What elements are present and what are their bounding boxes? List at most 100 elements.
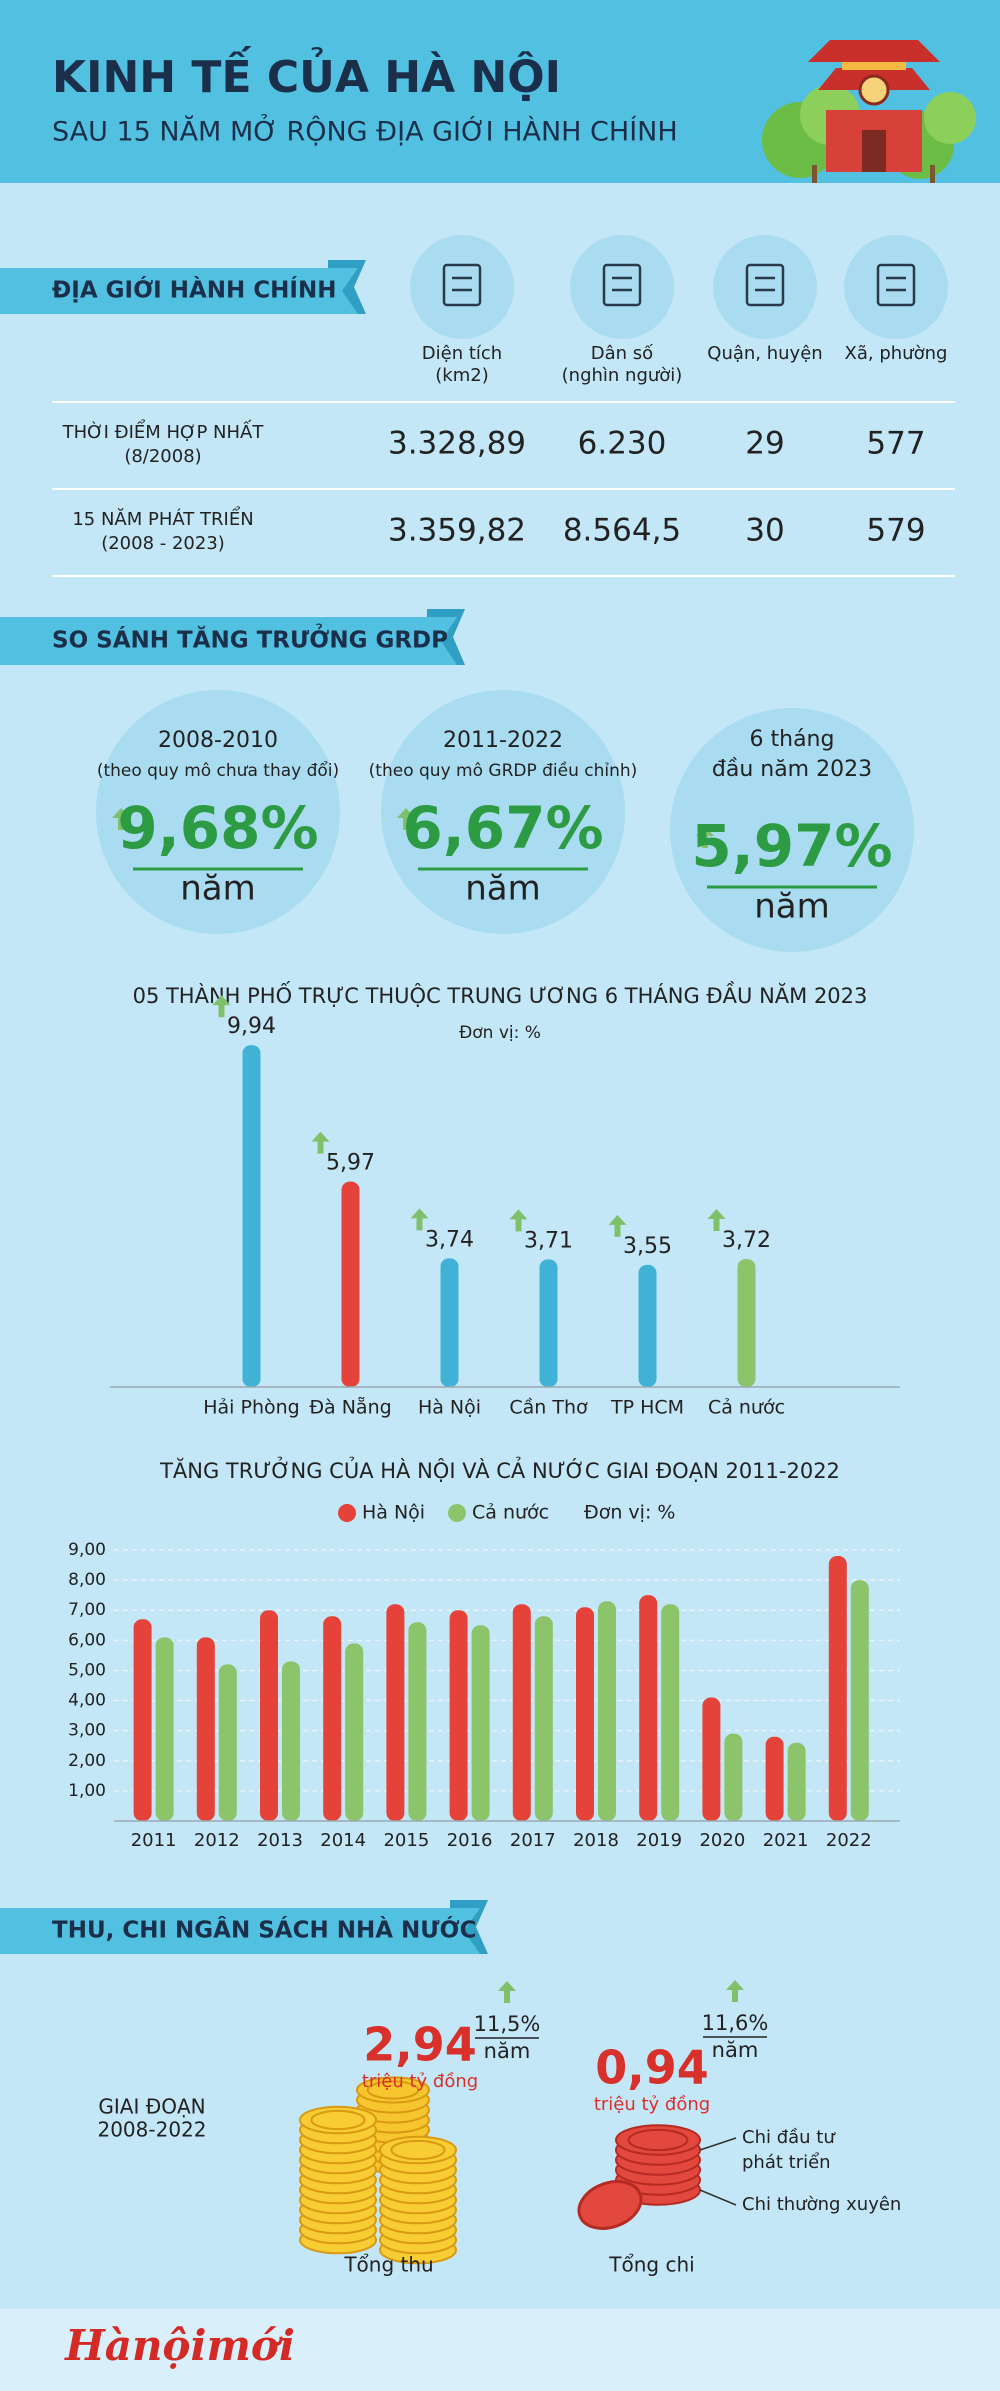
growth-circle — [381, 690, 625, 934]
growth-unit: năm — [465, 869, 541, 909]
y-tick-label: 7,00 — [68, 1600, 106, 1620]
table-cell: 577 — [866, 426, 925, 462]
bar — [598, 1601, 616, 1821]
icon-circle — [570, 235, 674, 339]
bar — [661, 1604, 680, 1821]
up-arrow — [726, 1980, 744, 2002]
bar — [850, 1580, 869, 1821]
value-label: 3,71 — [524, 1228, 573, 1253]
part-label: phát triển — [742, 2152, 831, 2173]
period-note: đầu năm 2023 — [712, 757, 872, 782]
icon-circle — [844, 235, 948, 339]
bar — [282, 1661, 300, 1821]
x-tick-label: Đà Nẵng — [309, 1396, 391, 1419]
bar — [196, 1637, 215, 1821]
growth-value: 6,67% — [402, 794, 603, 862]
y-tick-label: 9,00 — [68, 1540, 106, 1560]
bar — [386, 1604, 405, 1821]
up-arrow — [311, 1131, 330, 1154]
chart-subtitle: Đơn vị: % — [584, 1502, 675, 1524]
value-label: 9,94 — [227, 1014, 276, 1039]
up-arrow — [112, 808, 130, 830]
icon — [602, 263, 642, 307]
growth-unit: năm — [754, 887, 830, 927]
table-cell: 29 — [745, 426, 784, 462]
section-heading: ĐỊA GIỚI HÀNH CHÍNH — [52, 276, 336, 304]
growth-circle — [670, 708, 914, 952]
value-label: 3,72 — [722, 1228, 771, 1253]
amount: 2,94 — [363, 2018, 477, 2072]
x-tick-label: 2016 — [447, 1830, 493, 1851]
x-tick-label: TP HCM — [610, 1397, 684, 1419]
section-heading: SO SÁNH TĂNG TRƯỞNG GRDP — [52, 624, 448, 654]
table-cell: 579 — [866, 513, 925, 549]
growth: 11,6% — [702, 2011, 769, 2035]
bar — [512, 1604, 531, 1821]
bar — [133, 1619, 152, 1821]
period: GIAI ĐOẠN — [98, 2095, 205, 2119]
bar — [155, 1637, 174, 1821]
x-tick-label: Cần Thơ — [509, 1397, 588, 1419]
period: 2008-2022 — [97, 2118, 206, 2142]
part-label: Chi thường xuyên — [742, 2194, 901, 2215]
period: 6 tháng — [750, 727, 835, 752]
amount-unit: triệu tỷ đồng — [594, 2094, 710, 2115]
up-arrow — [498, 1981, 516, 2003]
y-tick-label: 3,00 — [68, 1721, 106, 1741]
row-label: THỜI ĐIỂM HỢP NHẤT — [62, 419, 265, 443]
column-label: Xã, phường — [845, 343, 948, 364]
y-tick-label: 1,00 — [68, 1781, 106, 1801]
growth-value: 9,68% — [117, 794, 318, 862]
footer-band — [0, 2309, 1000, 2391]
column-label: Dân số — [591, 343, 653, 364]
column-label: Quận, huyện — [707, 343, 822, 364]
period-note: (theo quy mô chưa thay đổi) — [97, 760, 339, 781]
column-label: Diện tích — [422, 343, 502, 364]
up-arrow — [397, 808, 415, 830]
icon — [745, 263, 785, 307]
amount: 0,94 — [595, 2041, 709, 2095]
y-tick-label: 4,00 — [68, 1691, 106, 1711]
bar — [724, 1733, 743, 1821]
row-label: (8/2008) — [124, 446, 201, 467]
bar — [440, 1258, 459, 1387]
total-label: Tổng chi — [608, 2253, 694, 2277]
period: 2008-2010 — [158, 728, 278, 753]
legend-swatch — [338, 1504, 356, 1522]
growth-unit: năm — [484, 2039, 531, 2063]
title: KINH TẾ CỦA HÀ NỘI — [52, 45, 561, 103]
bar — [539, 1259, 558, 1387]
x-tick-label: 2022 — [826, 1830, 872, 1851]
column-label: (nghìn người) — [562, 365, 683, 386]
bar — [449, 1610, 468, 1821]
bar — [260, 1610, 278, 1821]
row-label: (2008 - 2023) — [101, 533, 225, 554]
leader — [699, 2137, 737, 2151]
bar — [639, 1595, 658, 1821]
growth-unit: năm — [712, 2038, 759, 2062]
header-illustration — [762, 40, 976, 183]
bar — [828, 1556, 847, 1821]
coin-top — [627, 2128, 689, 2152]
logo: Hànộimới — [64, 2321, 295, 2370]
growth-value: 5,97% — [691, 812, 892, 880]
column-label: (km2) — [435, 365, 488, 386]
table-cell: 30 — [745, 513, 784, 549]
legend-label: Hà Nội — [362, 1502, 425, 1524]
row-label: 15 NĂM PHÁT TRIỂN — [72, 506, 253, 530]
total-label: Tổng thu — [343, 2253, 433, 2277]
bar — [576, 1607, 594, 1821]
coin-top — [310, 2109, 366, 2131]
x-tick-label: 2012 — [194, 1830, 240, 1851]
x-tick-label: 2021 — [763, 1830, 809, 1851]
bar — [218, 1664, 237, 1821]
subtitle: SAU 15 NĂM MỞ RỘNG ĐỊA GIỚI HÀNH CHÍNH — [52, 114, 678, 148]
growth-unit: năm — [180, 869, 256, 909]
chart-subtitle: Đơn vị: % — [459, 1023, 541, 1043]
y-tick-label: 6,00 — [68, 1630, 106, 1650]
bar — [534, 1616, 553, 1821]
up-arrow — [608, 1214, 627, 1237]
growth: 11,5% — [474, 2012, 541, 2036]
y-tick-label: 5,00 — [68, 1660, 106, 1680]
table-cell: 3.359,82 — [388, 513, 526, 549]
